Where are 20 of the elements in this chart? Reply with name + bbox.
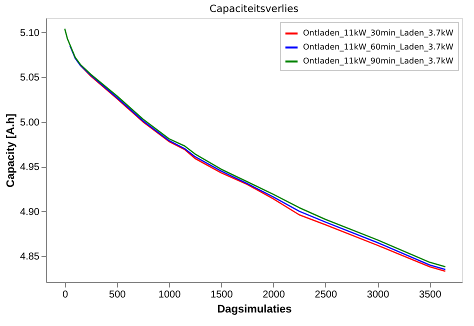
- y-tick-label: 4.85: [20, 252, 40, 263]
- legend-label: Ontladen_11kW_60min_Laden_3.7kW: [303, 42, 454, 52]
- y-tick-label: 4.90: [20, 206, 40, 218]
- y-tick-label: 5.05: [20, 72, 40, 84]
- legend-label: Ontladen_11kW_90min_Laden_3.7kW: [303, 56, 454, 66]
- x-tick-label: 500: [109, 290, 126, 300]
- chart-title: Capaciteitsverlies: [210, 4, 298, 15]
- x-tick-label: 2000: [262, 290, 286, 300]
- x-tick-label: 0: [62, 290, 68, 300]
- y-tick-label: 4.95: [20, 162, 40, 174]
- x-tick-label: 3000: [366, 290, 390, 300]
- y-tick-label: 5.00: [20, 117, 40, 128]
- x-tick-label: 1500: [210, 290, 234, 300]
- legend-label: Ontladen_11kW_30min_Laden_3.7kW: [303, 28, 454, 38]
- x-axis-title: Dagsimulaties: [217, 304, 292, 316]
- y-axis-title: Capacity [A.h]: [5, 113, 18, 188]
- x-tick-label: 3500: [419, 290, 442, 300]
- x-tick-label: 2500: [314, 290, 338, 300]
- x-tick-label: 1000: [158, 290, 182, 300]
- y-tick-label: 5.10: [20, 28, 40, 39]
